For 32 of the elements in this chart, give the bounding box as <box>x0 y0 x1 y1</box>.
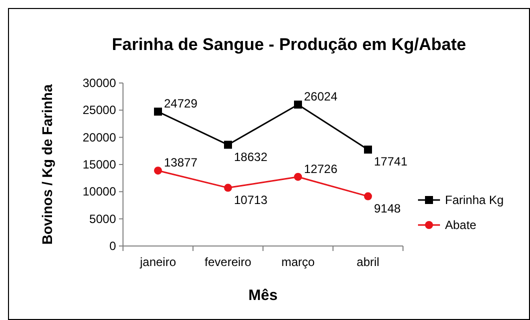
point <box>364 192 372 200</box>
data-label: 24729 <box>164 96 198 111</box>
point <box>154 108 162 116</box>
chart-title: Farinha de Sangue - Produção em Kg/Abate <box>112 35 466 54</box>
x-tick-label: abril <box>356 255 380 269</box>
y-tick-label: 20000 <box>82 130 116 144</box>
y-tick-label: 30000 <box>82 76 116 90</box>
data-label: 26024 <box>304 90 338 104</box>
x-tick-label: janeiro <box>138 255 176 269</box>
data-label: 9148 <box>374 201 402 216</box>
y-tick-label: 5000 <box>89 212 116 226</box>
legend-label: Abate <box>445 218 477 232</box>
legend-label: Farinha Kg <box>445 193 504 207</box>
x-tick-label: fevereiro <box>204 255 252 269</box>
data-label: 13877 <box>164 156 198 170</box>
point <box>154 166 162 175</box>
x-axis-title: Mês <box>248 287 278 304</box>
y-tick-label: 15000 <box>82 158 116 172</box>
y-tick-label: 10000 <box>82 184 116 199</box>
point <box>294 172 302 181</box>
data-label: 18632 <box>234 150 268 164</box>
data-label: 12726 <box>304 162 338 176</box>
x-tick-label: março <box>281 255 315 269</box>
y-tick-label: 25000 <box>82 103 116 118</box>
point <box>294 100 302 109</box>
point <box>224 184 232 192</box>
point <box>224 140 232 149</box>
data-label: 17741 <box>374 154 408 169</box>
y-axis-title: Bovinos / Kg de Farinha <box>39 84 55 245</box>
point <box>364 146 372 154</box>
data-label: 10713 <box>234 192 268 207</box>
y-tick-label: 0 <box>109 239 116 253</box>
